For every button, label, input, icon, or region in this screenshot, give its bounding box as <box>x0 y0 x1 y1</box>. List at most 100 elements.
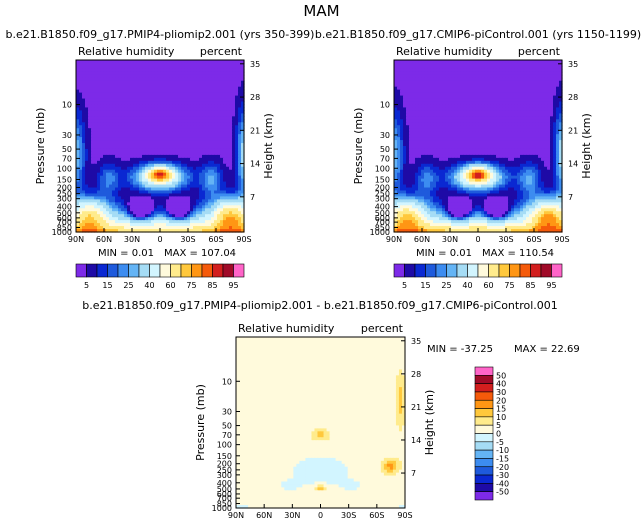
contour-cell <box>217 60 221 64</box>
x-tick-label: 0 <box>157 235 162 244</box>
contour-cell <box>82 137 86 141</box>
contour-cell <box>205 140 209 144</box>
contour-cell <box>151 101 155 106</box>
contour-cell <box>199 163 203 168</box>
contour-cell <box>133 62 137 67</box>
contour-cell <box>214 98 218 103</box>
contour-cell <box>193 89 197 94</box>
contour-cell <box>91 95 95 100</box>
contour-cell <box>181 151 185 156</box>
contour-cell <box>226 116 230 120</box>
contour-cell <box>226 95 230 100</box>
contour-cell <box>136 131 140 135</box>
contour-cell <box>130 140 134 144</box>
contour-cell <box>208 154 212 159</box>
contour-cell <box>118 137 122 141</box>
contour-cell <box>130 77 134 82</box>
contour-cell <box>187 101 191 106</box>
contour-cell <box>133 71 137 76</box>
contour-cell <box>151 71 155 76</box>
contour-cell <box>139 101 143 106</box>
contour-cell <box>178 137 182 141</box>
contour-cell <box>127 74 131 79</box>
contour-cell <box>151 110 155 114</box>
contour-cell <box>223 86 227 91</box>
contour-cell <box>211 128 215 132</box>
contour-cell <box>232 166 236 171</box>
contour-cell <box>184 134 188 138</box>
contour-cell <box>124 74 128 79</box>
contour-cell <box>217 104 221 109</box>
contour-cell <box>118 134 122 138</box>
contour-cell <box>118 62 122 67</box>
contour-cell <box>175 62 179 67</box>
contour-cell <box>115 122 119 126</box>
contour-cell <box>85 62 89 67</box>
contour-cell <box>88 166 92 171</box>
contour-cell <box>106 110 110 114</box>
contour-cell <box>118 110 122 114</box>
contour-cell <box>100 151 104 156</box>
contour-cell <box>82 163 86 168</box>
contour-cell <box>214 143 218 147</box>
contour-cell <box>154 151 158 156</box>
contour-cell <box>148 95 152 100</box>
contour-cell <box>130 80 134 85</box>
contour-cell <box>91 146 95 150</box>
contour-cell <box>169 143 173 147</box>
contour-cell <box>190 104 194 109</box>
contour-cell <box>79 143 83 147</box>
contour-cell <box>235 65 239 70</box>
contour-cell <box>238 157 242 162</box>
contour-cell <box>79 157 83 162</box>
contour-cell <box>232 146 236 150</box>
contour-cell <box>214 122 218 126</box>
contour-cell <box>226 122 230 126</box>
contour-cell <box>139 110 143 114</box>
contour-cell <box>97 86 101 91</box>
contour-cell <box>112 166 116 171</box>
contour-cell <box>211 160 215 165</box>
contour-cell <box>127 157 131 162</box>
contour-cell <box>199 104 203 109</box>
contour-cell <box>214 140 218 144</box>
contour-cell <box>145 154 149 159</box>
contour-cell <box>127 68 131 73</box>
contour-cell <box>163 151 167 156</box>
contour-cell <box>238 68 242 73</box>
contour-cell <box>82 125 86 129</box>
contour-cell <box>175 125 179 129</box>
contour-cell <box>145 140 149 144</box>
contour-cell <box>97 65 101 70</box>
contour-cell <box>118 131 122 135</box>
contour-cell <box>106 62 110 67</box>
contour-cell <box>100 62 104 67</box>
contour-cell <box>229 119 233 123</box>
contour-cell <box>241 110 245 114</box>
contour-cell <box>106 95 110 100</box>
contour-cell <box>238 128 242 132</box>
contour-cell <box>181 157 185 162</box>
contour-cell <box>127 154 131 159</box>
contour-cell <box>160 74 164 79</box>
contour-cell <box>130 131 134 135</box>
contour-cell <box>226 62 230 67</box>
contour-cell <box>217 163 221 168</box>
contour-cell <box>112 128 116 132</box>
contour-cell <box>82 98 86 103</box>
contour-cell <box>157 128 161 132</box>
contour-cell <box>223 89 227 94</box>
contour-cell <box>97 104 101 109</box>
contour-cell <box>127 60 131 64</box>
contour-cell <box>115 101 119 106</box>
contour-cell <box>172 60 176 64</box>
contour-cell <box>88 172 92 177</box>
contour-cell <box>100 98 104 103</box>
contour-cell <box>220 160 224 165</box>
contour-cell <box>76 172 80 177</box>
contour-cell <box>139 83 143 88</box>
contour-cell <box>196 151 200 156</box>
contour-cell <box>160 95 164 100</box>
contour-cell <box>160 62 164 67</box>
contour-cell <box>124 119 128 123</box>
